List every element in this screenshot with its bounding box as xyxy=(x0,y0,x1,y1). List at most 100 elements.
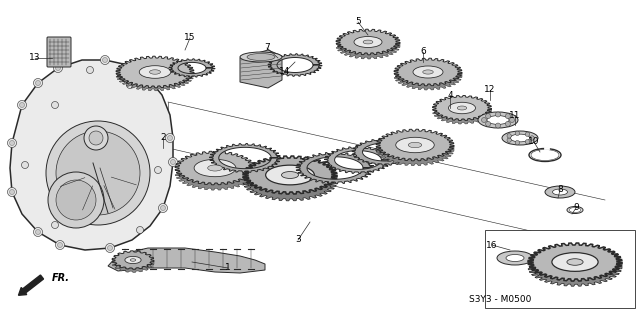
Circle shape xyxy=(56,180,96,220)
Polygon shape xyxy=(169,59,215,77)
Circle shape xyxy=(33,227,42,237)
Ellipse shape xyxy=(449,102,476,114)
Circle shape xyxy=(486,114,491,119)
Circle shape xyxy=(46,121,150,225)
Ellipse shape xyxy=(502,131,538,145)
Ellipse shape xyxy=(552,253,598,271)
Text: 13: 13 xyxy=(29,54,41,62)
Text: 3: 3 xyxy=(295,236,301,244)
Circle shape xyxy=(515,140,520,145)
Circle shape xyxy=(509,117,515,123)
Circle shape xyxy=(108,245,113,250)
Circle shape xyxy=(486,121,491,126)
Polygon shape xyxy=(243,156,337,194)
Ellipse shape xyxy=(140,66,171,78)
Circle shape xyxy=(35,81,40,85)
Ellipse shape xyxy=(552,189,568,195)
Circle shape xyxy=(168,135,173,140)
Ellipse shape xyxy=(531,150,559,161)
Ellipse shape xyxy=(545,186,575,198)
Text: S3Y3 - M0500: S3Y3 - M0500 xyxy=(469,295,531,305)
Ellipse shape xyxy=(478,112,518,128)
Ellipse shape xyxy=(282,172,298,179)
Circle shape xyxy=(8,139,17,147)
FancyBboxPatch shape xyxy=(47,37,71,67)
Circle shape xyxy=(159,203,168,213)
Ellipse shape xyxy=(363,40,373,44)
Circle shape xyxy=(106,243,115,253)
Circle shape xyxy=(530,136,534,140)
Polygon shape xyxy=(336,42,400,59)
Circle shape xyxy=(515,131,520,135)
Text: 14: 14 xyxy=(279,67,291,77)
Text: 9: 9 xyxy=(573,203,579,213)
Polygon shape xyxy=(394,58,462,86)
Ellipse shape xyxy=(266,165,314,185)
Polygon shape xyxy=(175,168,255,190)
FancyArrow shape xyxy=(19,275,44,295)
Circle shape xyxy=(145,76,150,81)
Circle shape xyxy=(89,131,103,145)
Circle shape xyxy=(33,78,42,88)
Circle shape xyxy=(170,159,175,164)
Circle shape xyxy=(54,64,63,72)
Ellipse shape xyxy=(396,137,435,153)
Polygon shape xyxy=(528,243,622,281)
Polygon shape xyxy=(296,152,374,184)
Ellipse shape xyxy=(457,106,467,110)
Ellipse shape xyxy=(569,208,581,213)
Ellipse shape xyxy=(497,251,533,265)
Circle shape xyxy=(35,230,40,234)
Text: 2: 2 xyxy=(160,134,166,142)
Circle shape xyxy=(10,190,15,194)
Circle shape xyxy=(495,112,500,117)
Ellipse shape xyxy=(125,256,141,264)
Circle shape xyxy=(10,140,15,146)
Polygon shape xyxy=(116,56,194,88)
Polygon shape xyxy=(108,248,265,273)
Ellipse shape xyxy=(194,159,236,177)
Ellipse shape xyxy=(150,70,161,74)
Polygon shape xyxy=(528,262,622,286)
Ellipse shape xyxy=(354,37,382,48)
Circle shape xyxy=(51,101,58,108)
Ellipse shape xyxy=(510,134,530,142)
Ellipse shape xyxy=(413,66,443,78)
Polygon shape xyxy=(336,29,400,55)
Text: 4: 4 xyxy=(447,90,453,100)
Polygon shape xyxy=(268,54,322,76)
Text: 11: 11 xyxy=(509,111,521,119)
Circle shape xyxy=(136,226,143,233)
Circle shape xyxy=(154,167,161,174)
Polygon shape xyxy=(240,50,282,88)
Circle shape xyxy=(166,134,175,142)
Circle shape xyxy=(102,58,108,62)
Ellipse shape xyxy=(487,116,509,124)
Circle shape xyxy=(506,121,510,126)
Circle shape xyxy=(17,100,26,110)
Polygon shape xyxy=(376,145,454,166)
Circle shape xyxy=(127,82,134,89)
Bar xyxy=(485,230,635,308)
Circle shape xyxy=(48,172,104,228)
Circle shape xyxy=(56,66,61,71)
Polygon shape xyxy=(243,175,337,201)
Text: 7: 7 xyxy=(264,43,270,53)
Polygon shape xyxy=(433,108,492,124)
Circle shape xyxy=(51,221,58,228)
Circle shape xyxy=(22,162,29,169)
Circle shape xyxy=(86,66,93,73)
Circle shape xyxy=(507,134,511,138)
Circle shape xyxy=(8,187,17,197)
Text: 12: 12 xyxy=(484,85,496,94)
Circle shape xyxy=(19,102,24,107)
Text: 1: 1 xyxy=(225,264,231,272)
Polygon shape xyxy=(112,260,154,272)
Circle shape xyxy=(168,158,177,167)
Ellipse shape xyxy=(567,259,583,265)
Ellipse shape xyxy=(408,142,422,148)
Polygon shape xyxy=(10,60,173,250)
Circle shape xyxy=(161,205,166,210)
Text: 10: 10 xyxy=(528,138,540,146)
Ellipse shape xyxy=(130,259,136,261)
